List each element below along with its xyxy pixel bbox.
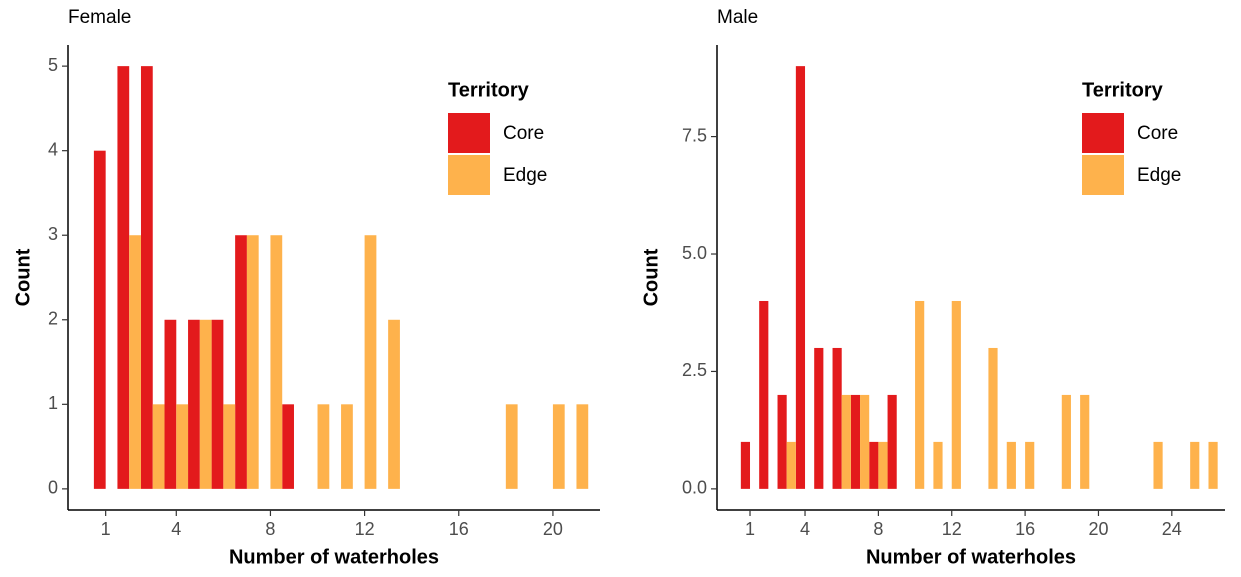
legend-label: Core [503,123,544,144]
y-axis-title: Count [640,248,662,306]
bar [211,319,224,489]
bar [235,235,247,489]
bar [1025,441,1035,489]
bar [1061,394,1071,489]
bar [188,319,200,489]
bar [176,404,189,489]
legend-key [1082,155,1124,195]
x-tick-label: 20 [543,519,563,539]
bar [317,404,330,489]
bar [814,347,824,489]
bar [140,66,153,489]
bar [164,319,177,489]
bar [152,404,165,489]
bar [740,441,751,489]
bar [878,441,888,489]
bar [841,394,851,489]
x-tick-label: 4 [800,519,810,539]
bar [364,235,377,489]
bar [850,394,861,489]
bar [988,347,998,489]
bar [1080,394,1090,489]
panel-title: Female [68,7,131,28]
x-tick-label: 1 [101,519,111,539]
x-tick-label: 12 [355,519,375,539]
y-tick-label: 0 [48,478,58,498]
legend-label: Edge [503,165,547,186]
x-tick-label: 8 [265,519,275,539]
bar [552,404,565,489]
bar [795,66,806,489]
bar [951,300,961,489]
x-tick-label: 16 [1015,519,1035,539]
bar [860,394,870,489]
y-tick-label: 0.0 [682,478,707,498]
legend-title: Territory [448,79,530,101]
legend-title: Territory [1082,79,1164,101]
bar [223,404,236,489]
bar [1153,441,1163,489]
y-tick-label: 2.5 [682,360,707,380]
x-tick-label: 12 [942,519,962,539]
bar [759,300,769,489]
bar [576,404,589,489]
x-tick-label: 4 [171,519,181,539]
bar [129,235,141,489]
legend-key [448,113,490,153]
bar [933,441,943,489]
bar [505,404,518,489]
legend-label: Core [1137,123,1178,144]
bar [199,319,212,489]
bar [282,404,294,489]
legend-label: Edge [1137,165,1181,186]
bar [1190,441,1200,489]
x-tick-label: 20 [1088,519,1108,539]
x-tick-label: 8 [873,519,883,539]
bar [869,441,879,489]
y-tick-label: 5.0 [682,243,707,263]
y-tick-label: 2 [48,309,58,329]
bar [1208,441,1218,489]
x-tick-label: 24 [1162,519,1182,539]
y-axis-title: Count [12,248,34,306]
bar [117,66,130,489]
x-axis-title: Number of waterholes [229,546,439,568]
bar [388,319,400,489]
panel-title: Male [717,7,758,28]
bar [777,394,787,489]
bar [93,150,106,489]
bar [915,300,925,489]
y-tick-label: 3 [48,224,58,244]
bar [1006,441,1016,489]
legend-key [1082,113,1124,153]
y-tick-label: 4 [48,139,58,159]
bar [887,394,897,489]
y-tick-label: 5 [48,55,58,75]
y-tick-label: 1 [48,393,58,413]
bar [786,441,796,489]
bar [246,235,259,489]
x-tick-label: 1 [745,519,755,539]
x-tick-label: 16 [449,519,469,539]
legend-key [448,155,490,195]
bar [270,235,283,489]
bar [341,404,353,489]
bar [832,347,842,489]
x-axis-title: Number of waterholes [866,546,1076,568]
y-tick-label: 7.5 [682,125,707,145]
